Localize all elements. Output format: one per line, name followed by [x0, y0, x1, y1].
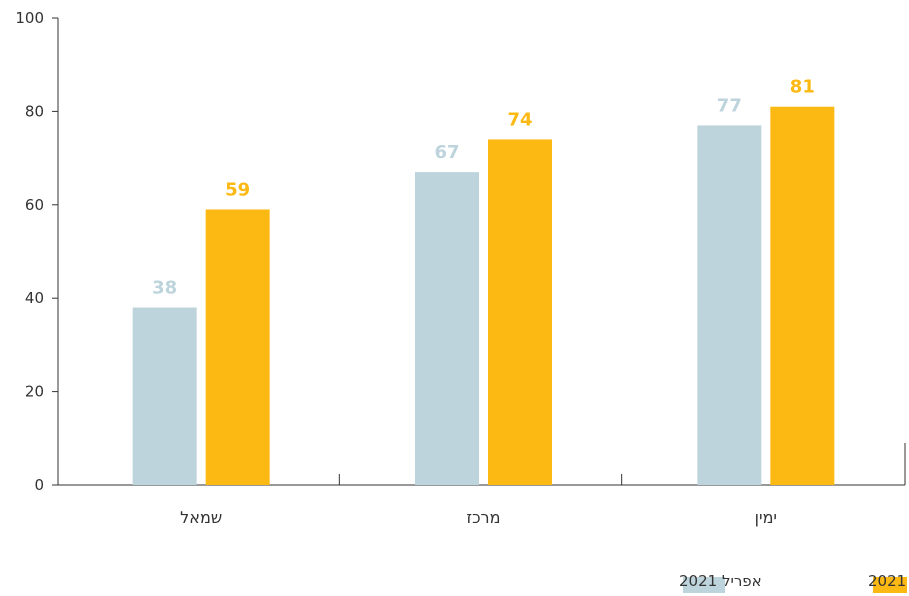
legend-swatch — [873, 577, 907, 593]
axes: 0 20 40 60 80 100 שמאל מרכז ימין — [15, 9, 906, 527]
data-label: 77 — [717, 95, 742, 116]
y-tick-label: 20 — [25, 383, 44, 401]
bars — [132, 106, 835, 486]
bar — [205, 209, 270, 485]
legend-swatch — [683, 577, 725, 593]
y-tick-label: 60 — [25, 196, 44, 214]
x-category-label: מרכז — [467, 508, 501, 527]
legend-label: אוגוסט 2021 — [868, 572, 909, 590]
bar — [132, 307, 197, 485]
x-category-label: שמאל — [180, 508, 222, 527]
y-tick-label: 0 — [34, 476, 44, 494]
bar — [697, 125, 762, 485]
data-labels: 38 59 67 74 77 81 — [152, 77, 815, 299]
y-tick-label: 100 — [15, 9, 44, 27]
bar — [488, 139, 552, 486]
legend: אוגוסט 2021 אפריל 2021 — [679, 572, 909, 593]
data-label: 67 — [434, 142, 459, 163]
bar — [770, 106, 835, 485]
legend-label: אפריל 2021 — [679, 572, 762, 590]
data-label: 59 — [225, 179, 250, 200]
y-tick-label: 80 — [25, 102, 44, 120]
data-label: 81 — [790, 77, 815, 98]
data-label: 38 — [152, 278, 177, 299]
y-tick-label: 40 — [25, 289, 44, 307]
data-label: 74 — [507, 109, 532, 130]
x-category-label: ימין — [755, 508, 777, 527]
bar — [415, 172, 479, 486]
